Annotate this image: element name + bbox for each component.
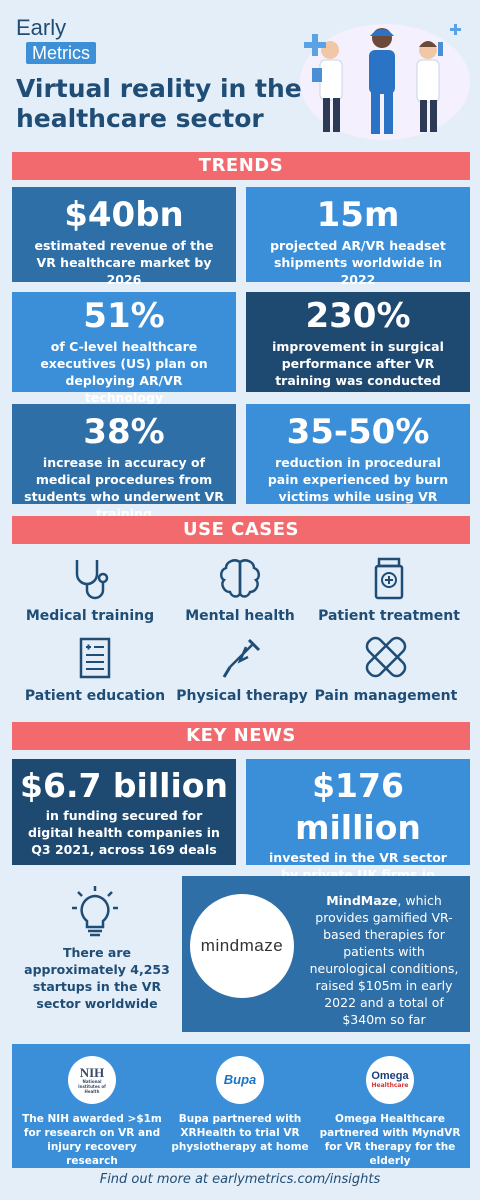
partner-bupa: Bupa Bupa partnered with XRHealth to tri…: [168, 1056, 312, 1154]
trend-text: estimated revenue of the VR healthcare m…: [34, 238, 214, 287]
trend-card-4: 230% improvement in surgical performance…: [246, 292, 470, 392]
bandage-icon: [365, 636, 407, 678]
use-case-patient-education: Patient education: [20, 636, 170, 704]
mindmaze-logo: mindmaze: [190, 894, 294, 998]
logo-early-text: Early: [16, 15, 67, 40]
nih-logo-text: NIH: [79, 1065, 105, 1080]
trend-text: reduction in procedural pain experienced…: [267, 455, 449, 504]
page-title: Virtual reality in the healthcare sector: [16, 74, 302, 133]
logo-metrics-text: Metrics: [26, 42, 96, 64]
news-card-funding: $6.7 billion in funding secured for digi…: [12, 759, 236, 865]
partner-text: Bupa partnered with XRHealth to trial VR…: [171, 1113, 309, 1153]
medicine-bottle-icon: [374, 557, 404, 600]
news-value: $6.7 billion: [20, 766, 228, 805]
use-case-label: Patient education: [24, 688, 166, 704]
stethoscope-icon: [75, 560, 109, 600]
use-case-label: Patient treatment: [318, 608, 460, 624]
use-case-medical-training: Medical training: [20, 556, 160, 624]
mindmaze-text: MindMaze, which provides gamified VR-bas…: [304, 892, 464, 1028]
early-metrics-logo: Early Metrics: [16, 16, 102, 64]
use-case-pain-management: Pain management: [314, 636, 458, 704]
key-news-header: KEY NEWS: [12, 722, 470, 750]
omega-logo-text: Omega: [371, 1070, 409, 1082]
startups-text: There are approximately 4,253 startups i…: [24, 945, 170, 1011]
use-cases-header: USE CASES: [12, 516, 470, 544]
use-case-patient-treatment: Patient treatment: [314, 556, 464, 624]
crutch-icon: [222, 638, 261, 678]
trend-card-1: $40bn estimated revenue of the VR health…: [12, 187, 236, 287]
trend-text: increase in accuracy of medical procedur…: [24, 455, 224, 521]
trends-header: TRENDS: [12, 152, 470, 180]
trend-text: of C-level healthcare executives (US) pl…: [40, 339, 208, 405]
mindmaze-logo-text: mindmaze: [200, 936, 284, 955]
omega-logo-sub: Healthcare: [371, 1082, 409, 1089]
trend-value: 35-50%: [286, 412, 430, 452]
checklist-icon: [79, 637, 111, 679]
nih-logo: NIH National Institutes of Health: [68, 1056, 116, 1104]
use-case-mental-health: Mental health: [170, 556, 310, 624]
trend-card-6: 35-50% reduction in procedural pain expe…: [246, 404, 470, 504]
trend-text: projected AR/VR headset shipments worldw…: [270, 238, 446, 287]
trend-value: 38%: [83, 412, 165, 452]
trend-value: 230%: [305, 296, 411, 336]
use-case-label: Pain management: [314, 688, 458, 704]
doctors-illustration: [300, 24, 470, 140]
omega-logo: Omega Healthcare: [366, 1056, 414, 1104]
use-case-label: Mental health: [185, 608, 295, 624]
mindmaze-description: , which provides gamified VR-based thera…: [309, 893, 459, 1027]
trend-card-3: 51% of C-level healthcare executives (US…: [12, 292, 236, 405]
lightbulb-icon: [72, 886, 118, 937]
use-case-label: Medical training: [25, 608, 155, 624]
partner-text: Omega Healthcare partnered with MyndVR f…: [319, 1113, 461, 1167]
partner-text: The NIH awarded >$1m for research on VR …: [22, 1113, 162, 1167]
news-text: in funding secured for digital health co…: [28, 808, 220, 857]
news-card-uk-investment: $176 million invested in the VR sector b…: [246, 759, 470, 899]
mindmaze-name: MindMaze: [326, 893, 398, 908]
trend-value: 15m: [316, 195, 400, 235]
news-value: $176 million: [295, 766, 421, 847]
bupa-logo-text: Bupa: [223, 1072, 257, 1087]
trend-value: $40bn: [64, 195, 184, 235]
trend-text: improvement in surgical performance afte…: [272, 339, 444, 388]
use-case-label: Physical therapy: [176, 688, 308, 704]
bupa-logo: Bupa: [216, 1056, 264, 1104]
trend-value: 51%: [83, 296, 165, 336]
partner-nih: NIH National Institutes of Health The NI…: [20, 1056, 164, 1168]
brain-icon: [220, 559, 260, 598]
partner-omega: Omega Healthcare Omega Healthcare partne…: [316, 1056, 464, 1168]
nih-logo-sub: National Institutes of Health: [78, 1079, 106, 1094]
trend-card-5: 38% increase in accuracy of medical proc…: [12, 404, 236, 521]
footer-link[interactable]: Find out more at earlymetrics.com/insigh…: [99, 1172, 381, 1187]
trend-card-2: 15m projected AR/VR headset shipments wo…: [246, 187, 470, 287]
use-case-physical-therapy: Physical therapy: [170, 636, 314, 704]
